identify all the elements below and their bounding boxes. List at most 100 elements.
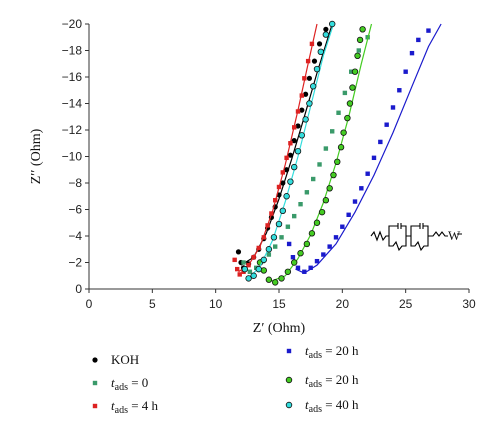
legend-item: tads = 20 h [286,343,359,361]
series-2 [232,23,318,277]
data-point [322,197,330,204]
data-point [273,244,278,249]
data-point [269,211,274,216]
data-point [303,240,311,248]
data-point [291,259,298,266]
data-point [308,265,313,270]
data-point [250,272,257,279]
data-point [303,91,309,97]
data-point [426,28,431,33]
y-tick-label: −8 [68,176,82,190]
y-tick-label: −14 [62,97,83,111]
data-point [237,272,242,277]
data-point [352,199,358,204]
data-point [292,213,297,219]
data-point [305,58,311,64]
legend-symbol: t [305,372,309,387]
data-point [403,69,408,74]
data-point [356,36,364,44]
data-point [284,167,290,173]
data-point [291,138,297,144]
data-point [329,20,336,28]
data-point [330,129,335,134]
data-point [286,241,292,247]
data-point [284,268,292,275]
data-point [306,100,313,107]
equivalent-circuit-inset: W [370,223,462,252]
legend-subscript: ads [115,382,128,393]
data-point [299,93,304,98]
axes: 0 −2 −4 −6 −8 −10 −12 −14 −16 −18 −20 0 5 10 15 20 25 30 Z… [29,17,476,336]
data-point [409,50,415,56]
legend-marker [285,376,293,384]
data-point [349,84,356,91]
data-point [323,146,329,151]
series-0 [235,23,333,271]
data-point [302,76,307,81]
data-point [346,212,351,217]
legend-value: = 20 h [322,343,359,358]
data-point [276,184,282,190]
series-3 [286,23,442,274]
circuit-w-label: W [448,228,461,243]
data-point [291,163,298,171]
data-point [284,155,289,161]
legend-label: tads = 40 h [305,397,359,415]
x-tick-label: 10 [209,297,223,311]
x-tick-label: 20 [336,297,350,311]
data-point [344,114,351,122]
data-point [265,276,273,283]
data-point [333,235,339,240]
data-point [384,122,389,127]
series-1 [241,35,370,274]
data-point [313,65,321,73]
y-tick-label: −12 [62,123,83,137]
data-point [346,100,354,107]
data-point [351,68,359,75]
data-point [295,109,301,114]
data-point [235,266,240,272]
y-tick-label: −18 [62,44,83,58]
y-tick-label: −10 [62,150,83,164]
data-point [270,234,278,241]
data-point [298,202,303,207]
y-tick-label: −4 [68,229,82,243]
data-point [327,244,332,249]
legend-label: KOH [111,352,139,367]
series-4 [256,23,373,286]
data-point [287,152,293,158]
data-point [299,107,305,113]
legend-item: tads = 0 [92,375,148,393]
data-point [302,269,307,274]
data-point [378,139,383,145]
legend-marker [286,348,292,354]
data-point [302,116,309,123]
legend-value: = 20 h [322,372,359,387]
legend-item: KOH [92,352,139,367]
data-point [265,223,270,228]
data-point [272,279,279,286]
data-point [256,245,261,251]
data-point [306,75,312,81]
data-point [283,193,290,200]
legend-value: = 40 h [322,397,359,412]
data-point [266,252,272,257]
data-point [260,256,267,264]
data-point [294,147,302,155]
data-point [313,219,321,226]
legend-marker [92,357,98,363]
data-point [261,235,266,240]
data-point [342,90,348,96]
x-tick-label: 5 [149,297,156,311]
data-point [297,250,304,257]
data-point [255,265,262,273]
legend-item: tads = 40 h [285,397,359,415]
data-point [232,257,237,263]
data-point [326,185,333,192]
series-5 [241,20,336,282]
data-point [241,265,248,273]
data-point [241,260,246,265]
legend-symbol: t [305,343,309,358]
